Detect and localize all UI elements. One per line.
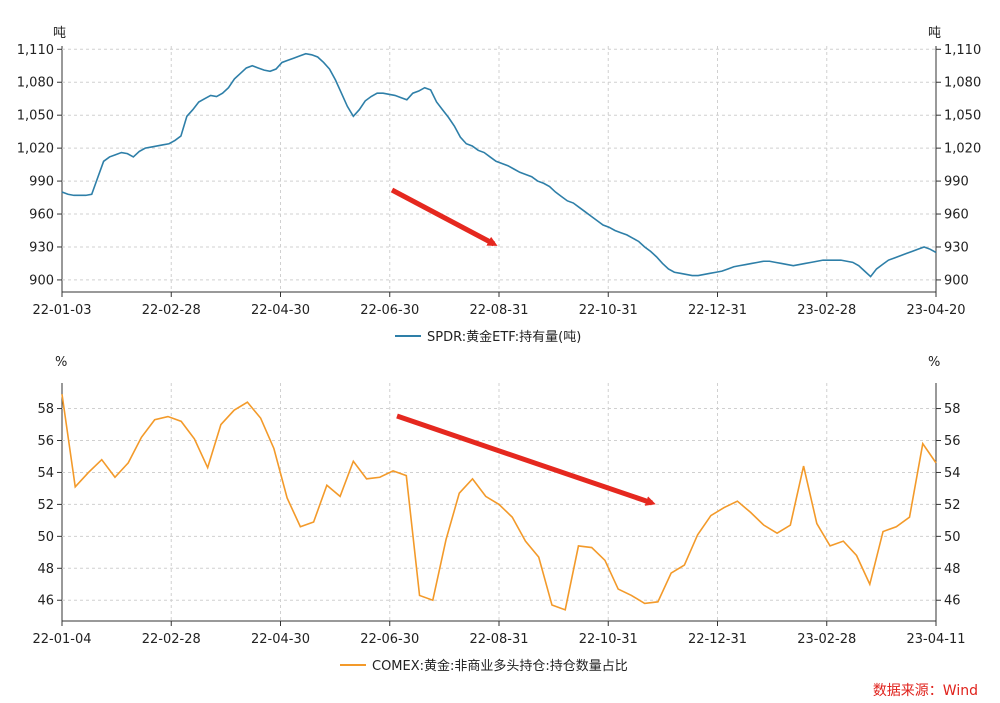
bot-left-tick-label: 56 (37, 434, 54, 449)
top-right-tick-label: 1,080 (944, 76, 981, 91)
bottom-decline-arrow (396, 413, 656, 506)
bottom-left-y-ticks: 58 56 54 52 50 48 46 (37, 402, 62, 609)
top-x-tick-label: 22-10-31 (579, 303, 638, 318)
bot-x-tick-label: 22-06-30 (360, 632, 419, 647)
comex-position-line (61, 394, 937, 611)
top-left-tick-label: 930 (29, 240, 54, 255)
bottom-right-unit-label: % (928, 355, 940, 370)
bot-left-tick-label: 50 (37, 530, 54, 545)
top-right-tick-label: 1,110 (944, 43, 981, 58)
bot-right-tick-label: 52 (944, 498, 961, 513)
bot-right-tick-label: 54 (944, 466, 961, 481)
comex-position-chart: % % 58 56 54 52 50 48 46 58 56 54 52 50 48 46 22-01-… (32, 355, 965, 674)
bot-x-tick-label: 22-10-31 (579, 632, 638, 647)
top-right-tick-label: 930 (944, 240, 969, 255)
etf-holdings-line (61, 52, 937, 278)
bot-x-tick-label: 22-01-04 (32, 632, 91, 647)
top-right-unit-label: 吨 (928, 26, 941, 41)
top-left-tick-label: 900 (29, 273, 54, 288)
bottom-x-ticks: 22-01-04 22-02-28 22-04-30 22-06-30 22-08-31… (32, 621, 966, 647)
bot-left-tick-label: 52 (37, 498, 54, 513)
bottom-right-y-ticks: 58 56 54 52 50 48 46 (936, 402, 961, 609)
bot-left-tick-label: 48 (37, 562, 54, 577)
bot-x-tick-label: 22-02-28 (142, 632, 201, 647)
bot-x-tick-label: 23-02-28 (797, 632, 856, 647)
bottom-legend-label: COMEX:黄金:非商业多头持仓:持仓数量占比 (372, 658, 628, 674)
top-right-tick-label: 960 (944, 208, 969, 223)
bot-x-tick-label: 23-04-11 (906, 632, 965, 647)
top-left-y-ticks: 1,110 1,080 1,050 1,020 990 960 930 900 (17, 43, 62, 288)
top-right-tick-label: 900 (944, 273, 969, 288)
top-left-unit-label: 吨 (53, 26, 66, 41)
top-right-tick-label: 1,020 (944, 142, 981, 157)
etf-holdings-chart: 吨 吨 1,110 1,080 1,050 1,020 990 960 930 900 1,1… (17, 26, 981, 345)
top-x-tick-label: 23-02-28 (797, 303, 856, 318)
top-legend-label: SPDR:黄金ETF:持有量(吨) (427, 329, 581, 345)
top-decline-arrow (390, 187, 498, 247)
bot-x-tick-label: 22-12-31 (688, 632, 747, 647)
top-x-tick-label: 22-04-30 (251, 303, 310, 318)
top-left-tick-label: 1,080 (17, 76, 54, 91)
bot-right-tick-label: 58 (944, 402, 961, 417)
bottom-legend: COMEX:黄金:非商业多头持仓:持仓数量占比 (340, 658, 628, 674)
top-left-tick-label: 1,050 (17, 109, 54, 124)
bot-right-tick-label: 46 (944, 594, 961, 609)
top-x-tick-label: 23-04-20 (906, 303, 965, 318)
top-gridlines (61, 46, 937, 293)
bot-right-tick-label: 56 (944, 434, 961, 449)
top-right-tick-label: 990 (944, 175, 969, 190)
top-left-tick-label: 990 (29, 175, 54, 190)
source-note: 数据来源：Wind (873, 683, 978, 699)
bot-x-tick-label: 22-04-30 (251, 632, 310, 647)
bot-left-tick-label: 58 (37, 402, 54, 417)
bottom-gridlines (61, 383, 937, 622)
top-x-tick-label: 22-01-03 (32, 303, 91, 318)
top-left-tick-label: 1,110 (17, 43, 54, 58)
top-legend: SPDR:黄金ETF:持有量(吨) (395, 329, 581, 345)
top-x-tick-label: 22-06-30 (360, 303, 419, 318)
top-x-ticks: 22-01-03 22-02-28 22-04-30 22-06-30 22-08-31… (32, 292, 966, 318)
top-x-tick-label: 22-12-31 (688, 303, 747, 318)
bot-left-tick-label: 46 (37, 594, 54, 609)
top-right-y-ticks: 1,110 1,080 1,050 1,020 990 960 930 900 (936, 43, 981, 288)
top-left-tick-label: 1,020 (17, 142, 54, 157)
top-right-tick-label: 1,050 (944, 109, 981, 124)
bottom-left-unit-label: % (55, 355, 67, 370)
top-x-tick-label: 22-08-31 (469, 303, 528, 318)
bot-x-tick-label: 22-08-31 (469, 632, 528, 647)
top-x-tick-label: 22-02-28 (142, 303, 201, 318)
bot-left-tick-label: 54 (37, 466, 54, 481)
bot-right-tick-label: 50 (944, 530, 961, 545)
bot-right-tick-label: 48 (944, 562, 961, 577)
top-left-tick-label: 960 (29, 208, 54, 223)
